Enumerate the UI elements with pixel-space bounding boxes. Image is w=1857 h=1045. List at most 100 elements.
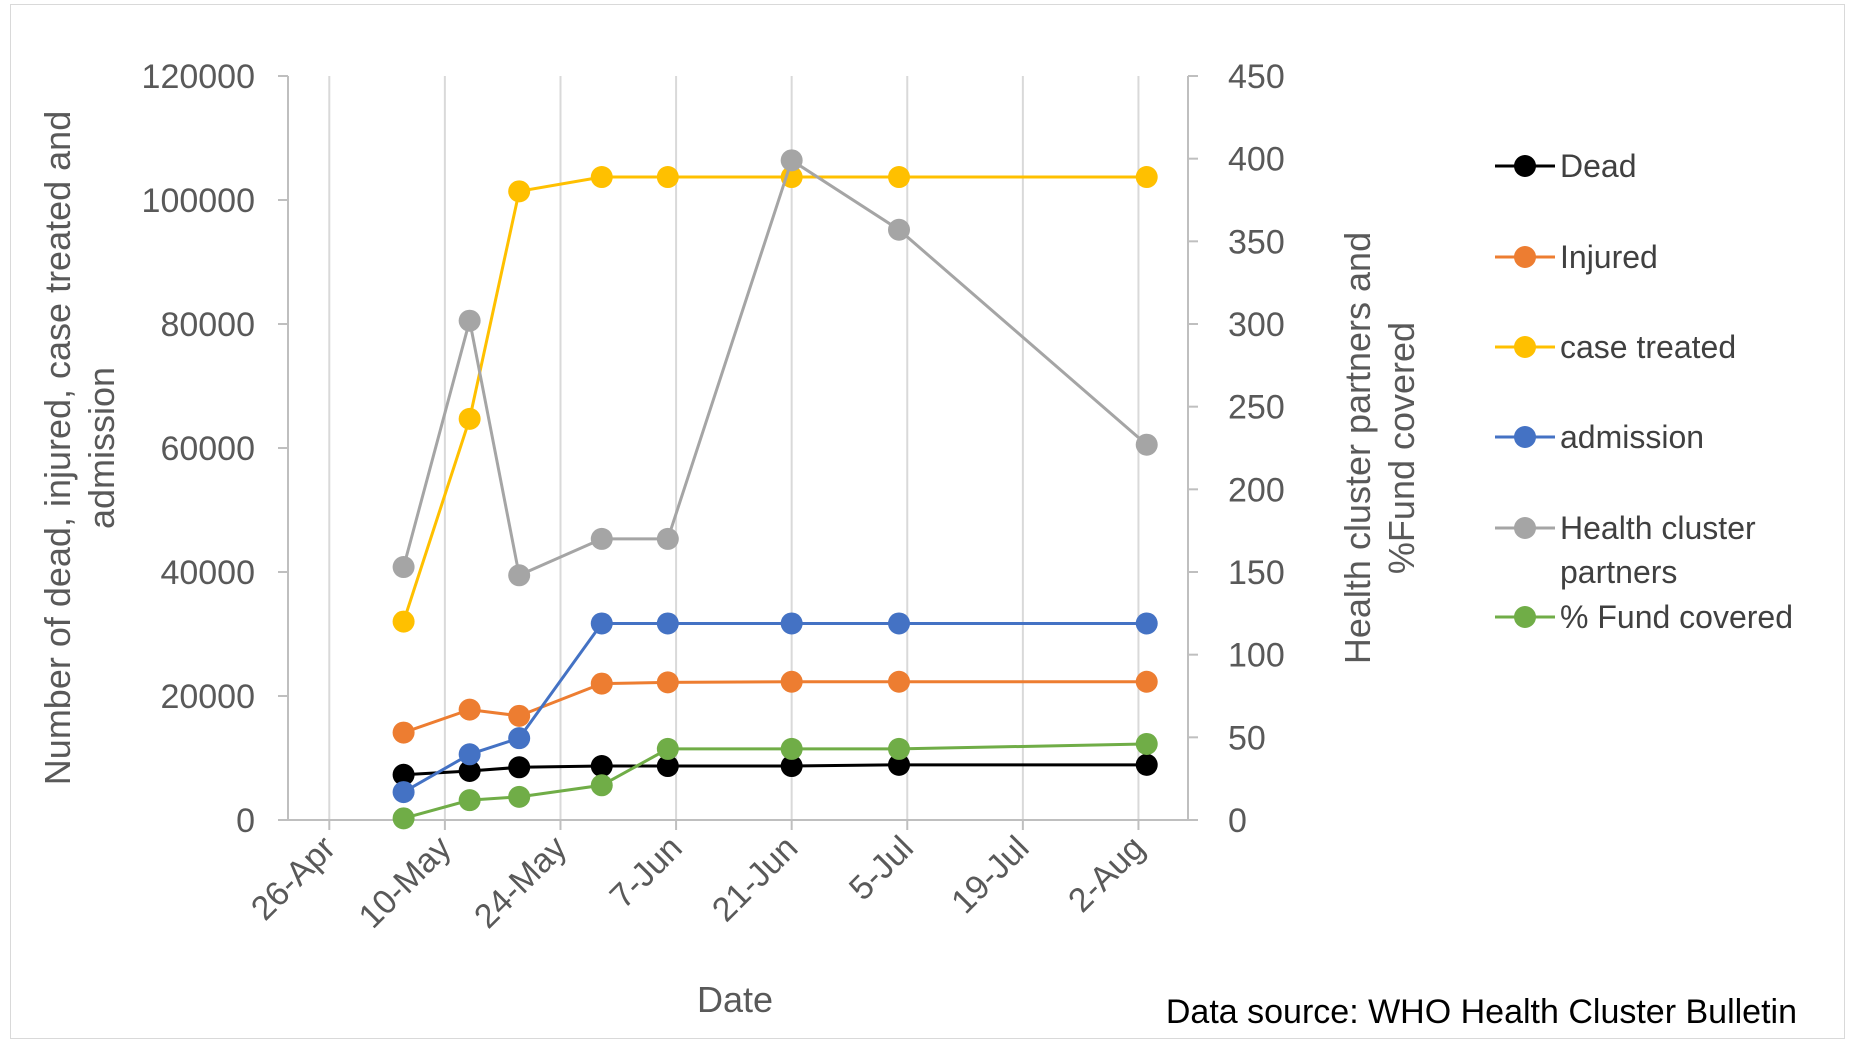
axis-title-line: %Fund covered xyxy=(1381,322,1422,574)
legend-label: case treated xyxy=(1560,329,1736,365)
series-fund-covered xyxy=(392,732,1158,830)
right-axis-title: Health cluster partners and%Fund covered xyxy=(1337,232,1422,664)
data-point xyxy=(1135,732,1158,755)
data-point xyxy=(508,564,531,587)
axis-title-line: Number of dead, injured, case treated an… xyxy=(37,111,78,785)
data-point xyxy=(392,610,415,633)
data-point xyxy=(1135,433,1158,456)
legend-marker xyxy=(1514,426,1536,448)
data-point xyxy=(656,737,679,760)
left-tick-label: 100000 xyxy=(142,182,255,220)
x-tick-label: 2-Aug xyxy=(1061,829,1152,920)
data-point xyxy=(780,612,803,635)
data-point xyxy=(392,781,415,804)
legend-label: Injured xyxy=(1560,239,1658,275)
legend-marker xyxy=(1514,246,1536,268)
left-tick-label: 120000 xyxy=(142,58,255,96)
left-tick-label: 80000 xyxy=(160,306,255,344)
data-point xyxy=(656,166,679,189)
data-point xyxy=(780,737,803,760)
data-point xyxy=(1135,612,1158,635)
legend-item-injured: Injured xyxy=(1495,239,1658,275)
left-tick-label: 20000 xyxy=(160,678,255,716)
series-dead xyxy=(392,753,1158,786)
data-point xyxy=(888,737,911,760)
series-case-treated xyxy=(392,166,1158,633)
legend-label: % Fund covered xyxy=(1560,599,1793,635)
data-point xyxy=(888,166,911,189)
data-point xyxy=(1135,670,1158,693)
x-tick-label: 5-Jul xyxy=(842,829,921,908)
data-point xyxy=(392,807,415,830)
data-point xyxy=(656,612,679,635)
data-point xyxy=(780,149,803,172)
data-point xyxy=(888,670,911,693)
left-tick-label: 40000 xyxy=(160,554,255,592)
left-axis-ticks: 0 20000 40000 60000 80000 100000 120000 xyxy=(142,58,288,840)
series-line-case-treated xyxy=(402,175,1147,623)
right-tick-label: 200 xyxy=(1228,471,1285,509)
axis-title-line: admission xyxy=(81,367,122,529)
data-point xyxy=(508,727,531,750)
data-point xyxy=(458,309,481,332)
right-tick-label: 400 xyxy=(1228,141,1285,179)
data-point xyxy=(590,755,613,778)
data-point xyxy=(392,556,415,579)
left-tick-label: 0 xyxy=(236,802,255,840)
chart-frame xyxy=(10,4,1845,1039)
right-tick-label: 50 xyxy=(1228,719,1266,757)
data-point xyxy=(888,753,911,776)
data-point xyxy=(780,166,803,189)
data-point xyxy=(590,166,613,189)
left-tick-label: 60000 xyxy=(160,430,255,468)
right-tick-label: 450 xyxy=(1228,58,1285,96)
data-point xyxy=(508,756,531,779)
legend-label: Dead xyxy=(1560,148,1637,184)
legend-item-case-treated: case treated xyxy=(1495,329,1736,365)
series-admission xyxy=(392,612,1158,804)
right-tick-label: 150 xyxy=(1228,554,1285,592)
data-point xyxy=(656,527,679,550)
x-tick-label: 19-Jul xyxy=(944,829,1036,921)
x-axis-title: Date xyxy=(697,979,773,1020)
series-injured xyxy=(392,670,1158,744)
legend-item-dead: Dead xyxy=(1495,148,1637,184)
x-tick-label: 24-May xyxy=(467,829,574,936)
legend-label: admission xyxy=(1560,419,1704,455)
data-point xyxy=(590,612,613,635)
right-tick-label: 100 xyxy=(1228,637,1285,675)
legend-item-fund-covered: % Fund covered xyxy=(1495,599,1793,635)
data-point xyxy=(888,218,911,241)
x-axis-ticks: 26-Apr 10-May 24-May 7-Jun 21-Jun 5-Jul 19-Jul… xyxy=(244,820,1152,936)
axis-title-line: Health cluster partners and xyxy=(1337,232,1378,664)
series-layer xyxy=(392,149,1158,830)
gridlines xyxy=(328,76,1140,820)
legend-item-health-cluster-partners: Health cluster partners xyxy=(1495,510,1756,590)
legend-label: partners xyxy=(1560,554,1677,590)
data-point xyxy=(508,785,531,808)
legend-marker xyxy=(1514,155,1536,177)
data-point xyxy=(1135,753,1158,776)
data-point xyxy=(656,671,679,694)
data-point xyxy=(458,698,481,721)
x-tick-label: 26-Apr xyxy=(244,829,343,928)
data-point xyxy=(780,755,803,778)
legend-label: Health cluster xyxy=(1560,510,1756,546)
right-tick-label: 300 xyxy=(1228,306,1285,344)
legend: Dead Injured case treated admission Health c… xyxy=(1495,148,1793,635)
source-note: Data source: WHO Health Cluster Bulletin xyxy=(1166,993,1797,1031)
data-point xyxy=(392,721,415,744)
data-point xyxy=(888,612,911,635)
legend-item-admission: admission xyxy=(1495,419,1704,455)
x-tick-label: 21-Jun xyxy=(705,829,805,929)
right-tick-label: 0 xyxy=(1228,802,1247,840)
right-axis-ticks: 0 50 100 150 200 250 300 350 400 450 xyxy=(1188,58,1285,840)
x-tick-label: 7-Jun xyxy=(603,829,690,916)
data-point xyxy=(590,774,613,797)
legend-marker xyxy=(1514,606,1536,628)
data-point xyxy=(508,180,531,203)
x-tick-label: 10-May xyxy=(351,829,458,936)
data-point xyxy=(392,763,415,786)
legend-marker xyxy=(1514,336,1536,358)
